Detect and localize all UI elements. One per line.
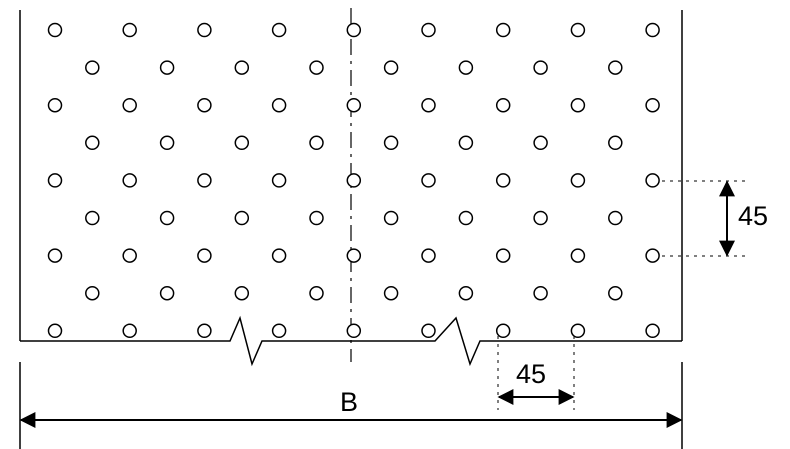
perforation-hole: [197, 22, 212, 38]
hole-pattern: [47, 22, 660, 339]
perforation-hole: [346, 323, 362, 339]
perforation-hole: [309, 210, 324, 226]
perforation-hole: [309, 60, 324, 75]
perforation-hole: [383, 135, 399, 151]
perforation-hole: [421, 173, 436, 188]
perforation-hole: [533, 285, 548, 301]
perforation-hole: [533, 60, 548, 75]
perforation-hole: [495, 22, 511, 38]
perforation-hole: [533, 210, 548, 226]
perforation-hole: [608, 135, 623, 151]
perforation-hole: [47, 97, 63, 113]
perforation-hole: [271, 248, 287, 263]
perforation-hole: [421, 248, 436, 263]
perforation-hole: [122, 323, 137, 339]
perforation-hole: [346, 173, 362, 188]
perforation-hole: [458, 285, 474, 301]
perforation-hole: [122, 248, 137, 263]
perforation-hole: [346, 97, 362, 113]
perforation-hole: [234, 285, 250, 301]
perforation-hole: [47, 173, 63, 188]
perforation-hole: [421, 97, 436, 113]
perforation-hole: [458, 135, 474, 151]
perforation-hole: [47, 22, 63, 38]
perforation-hole: [608, 285, 623, 301]
perforation-hole: [570, 323, 586, 339]
perforation-hole: [570, 97, 586, 113]
perforation-hole: [495, 97, 511, 113]
perforation-hole: [85, 135, 100, 151]
perforation-hole: [458, 210, 474, 226]
perforation-hole: [495, 323, 511, 339]
perforation-hole: [85, 60, 100, 75]
perforation-hole: [122, 22, 137, 38]
perforation-hole: [608, 210, 623, 226]
perforation-hole: [159, 60, 175, 75]
perforation-hole: [271, 323, 287, 339]
perforation-hole: [85, 210, 100, 226]
perforation-hole: [383, 210, 399, 226]
perforation-hole: [458, 60, 474, 75]
horizontal-spacing-label: 45: [516, 359, 546, 389]
perforation-hole: [122, 173, 137, 188]
perforation-hole: [197, 323, 212, 339]
perforation-hole: [234, 210, 250, 226]
perforation-hole: [570, 173, 586, 188]
perforation-hole: [271, 173, 287, 188]
perforation-hole: [159, 210, 175, 226]
perforation-hole: [570, 22, 586, 38]
perforation-hole: [608, 60, 623, 75]
perforation-hole: [271, 97, 287, 113]
perforation-hole: [309, 135, 324, 151]
perforation-hole: [421, 323, 436, 339]
perforation-hole: [234, 135, 250, 151]
perforation-hole: [346, 22, 362, 38]
perforation-hole: [122, 97, 137, 113]
perforation-hole: [645, 248, 660, 263]
perforation-hole: [309, 285, 324, 301]
perforation-hole: [421, 22, 436, 38]
perforation-hole: [85, 285, 100, 301]
perforation-hole: [197, 97, 212, 113]
perforation-hole: [645, 22, 660, 38]
perforation-hole: [645, 323, 660, 339]
perforation-hole: [533, 135, 548, 151]
perforation-hole: [645, 97, 660, 113]
perforation-hole: [197, 173, 212, 188]
perforation-hole: [159, 285, 175, 301]
perforation-hole: [383, 285, 399, 301]
vertical-spacing-label: 45: [738, 201, 768, 231]
perforation-hole: [47, 323, 63, 339]
perforation-hole: [570, 248, 586, 263]
perforation-hole: [495, 173, 511, 188]
perforation-hole: [234, 60, 250, 75]
width-label: B: [340, 387, 358, 417]
perforation-hole: [383, 60, 399, 75]
plate-bottom-edge-with-breaks: [20, 315, 682, 367]
perforation-hole: [47, 248, 63, 263]
perforation-hole: [159, 135, 175, 151]
perforation-hole: [645, 173, 660, 188]
perforation-hole: [346, 248, 362, 263]
perforation-hole: [197, 248, 212, 263]
perforation-hole: [271, 22, 287, 38]
perforation-hole: [495, 248, 511, 263]
